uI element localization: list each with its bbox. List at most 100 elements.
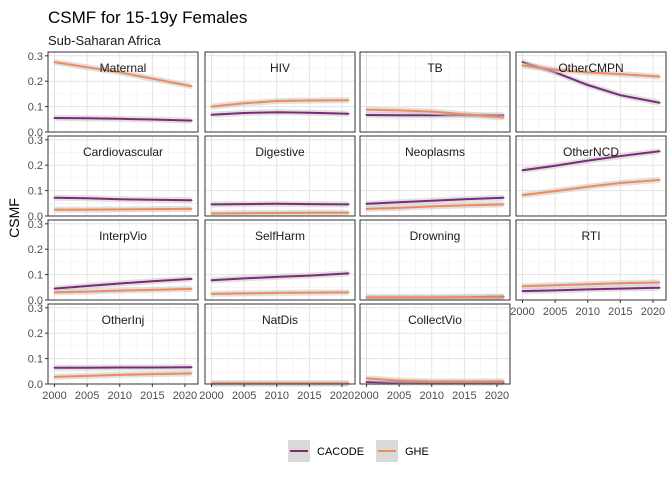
facet-panel-othercmpn: OtherCMPN: [515, 51, 667, 133]
panel-background: [516, 136, 666, 216]
series-line-ghe: [521, 281, 661, 288]
y-tick-label: 0.0: [28, 379, 43, 391]
legend-item-ghe: GHE: [376, 440, 429, 462]
x-tick-label: 2000: [42, 390, 66, 402]
x-tick-label: 2000: [199, 390, 223, 402]
panel-border: [515, 219, 667, 301]
facet-panel-otherncd: OtherNCD: [515, 135, 667, 217]
x-tick-label: 2000: [354, 390, 378, 402]
x-tick-label: 2020: [173, 390, 197, 402]
facet-panel-neoplasms: Neoplasms: [359, 135, 511, 217]
series-line-ghe: [53, 287, 193, 294]
chart-title: CSMF for 15-19y Females: [48, 8, 247, 27]
y-tick-label: 0.1: [28, 354, 43, 366]
series-line-ghe: [53, 207, 193, 211]
facet-panel-digestive: Digestive: [204, 135, 356, 217]
panel-background: [205, 220, 355, 300]
series-band-cacode: [211, 109, 349, 118]
panel-background: [360, 304, 510, 384]
facet-panel-cardiovascular: Cardiovascular 0.0 0.1 0.2 0.3: [28, 135, 199, 223]
y-tick-label: 0.1: [28, 270, 43, 282]
legend: CACODE GHE: [288, 440, 429, 462]
facet-panel-drowning: Drowning: [359, 219, 511, 301]
facet-panel-tb: TB: [359, 51, 511, 133]
legend-label: GHE: [405, 446, 429, 458]
series-line-cacode: [53, 196, 193, 202]
facet-panel-hiv: HIV: [204, 51, 356, 133]
panel-border: [204, 51, 356, 133]
y-axis-title: CSMF: [6, 198, 22, 238]
facet-label: OtherInj: [102, 313, 145, 327]
series-line-ghe: [210, 211, 350, 215]
facet-label: Neoplasms: [405, 145, 465, 159]
panel-border: [47, 135, 199, 217]
panel-background: [205, 52, 355, 132]
x-tick-label: 2010: [575, 306, 599, 318]
x-tick-label: 2000: [510, 306, 534, 318]
facet-label: HIV: [270, 61, 290, 75]
facet-label: TB: [427, 61, 442, 75]
x-tick-label: 2020: [641, 306, 665, 318]
y-tick-label: 0.0: [28, 127, 43, 139]
panel-border: [47, 219, 199, 301]
panel-border: [359, 303, 511, 385]
x-tick-label: 2015: [608, 306, 632, 318]
facet-label: Maternal: [100, 61, 147, 75]
series-line-ghe: [365, 203, 505, 210]
x-tick-label: 2020: [485, 390, 509, 402]
facet-panel-rti: RTI 2000 2005 2010 2015 2020: [510, 219, 667, 318]
series-line-cacode: [210, 272, 350, 282]
series-line-ghe: [53, 61, 193, 88]
y-tick-label: 0.0: [28, 211, 43, 223]
facet-panel-selfharm: SelfHarm: [204, 219, 356, 301]
x-tick-label: 2005: [387, 390, 411, 402]
x-tick-label: 2010: [264, 390, 288, 402]
facet-label: InterpVio: [99, 229, 147, 243]
panel-border: [47, 51, 199, 133]
series-line-cacode: [521, 286, 661, 293]
facet-label: Drowning: [410, 229, 461, 243]
x-tick-label: 2015: [452, 390, 476, 402]
x-tick-label: 2010: [107, 390, 131, 402]
series-line-ghe: [365, 377, 505, 383]
panel-border: [359, 51, 511, 133]
x-tick-label: 2005: [75, 390, 99, 402]
y-tick-label: 0.3: [28, 51, 43, 63]
facet-panel-maternal: Maternal 0.0 0.1 0.2 0.3: [28, 51, 199, 139]
series-line-ghe: [210, 99, 350, 108]
y-tick-label: 0.3: [28, 135, 43, 147]
facet-label: Cardiovascular: [83, 145, 163, 159]
y-tick-label: 0.2: [28, 76, 43, 88]
panel-border: [515, 135, 667, 217]
series-line-ghe: [210, 291, 350, 295]
series-line-cacode: [365, 196, 505, 205]
x-tick-label: 2005: [543, 306, 567, 318]
panel-border: [204, 135, 356, 217]
panel-border: [204, 219, 356, 301]
facet-panel-interpvio: InterpVio 0.0 0.1 0.2 0.3: [28, 219, 199, 307]
facet-panel-natdis: NatDis 2000 2005 2010 2015 2020: [199, 303, 356, 402]
y-tick-label: 0.3: [28, 303, 43, 315]
y-tick-label: 0.2: [28, 328, 43, 340]
facet-panels: Maternal 0.0 0.1 0.2 0.3 HIV TB OtherCMPN Cardio…: [28, 51, 667, 402]
panel-border: [359, 219, 511, 301]
facet-label: OtherNCD: [563, 145, 619, 159]
panel-border: [204, 303, 356, 385]
facet-label: Digestive: [255, 145, 305, 159]
facet-label: SelfHarm: [255, 229, 305, 243]
y-tick-label: 0.1: [28, 186, 43, 198]
series-line-cacode: [53, 366, 193, 369]
panel-background: [360, 220, 510, 300]
y-tick-label: 0.1: [28, 102, 43, 114]
x-tick-label: 2010: [419, 390, 443, 402]
x-tick-label: 2015: [140, 390, 164, 402]
legend-label: CACODE: [317, 446, 364, 458]
facet-label: NatDis: [262, 313, 298, 327]
y-tick-label: 0.3: [28, 219, 43, 231]
panel-border: [47, 303, 199, 385]
series-line-ghe: [521, 178, 661, 197]
legend-item-cacode: CACODE: [288, 440, 364, 462]
series-line-cacode: [53, 277, 193, 290]
series-line-cacode: [210, 202, 350, 206]
